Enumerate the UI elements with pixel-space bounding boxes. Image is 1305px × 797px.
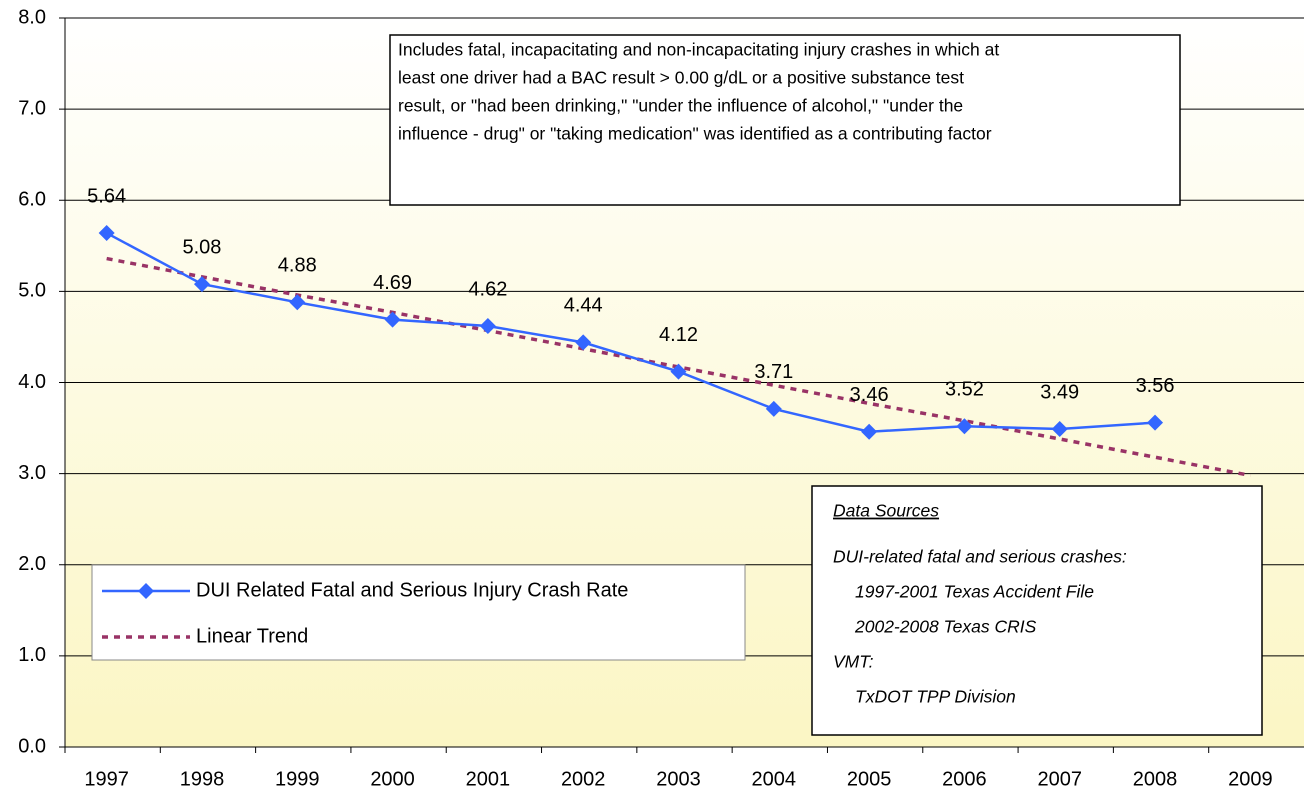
- y-tick-label: 8.0: [18, 6, 46, 28]
- sources-item: 2002-2008 Texas CRIS: [854, 617, 1037, 637]
- data-label: 4.88: [278, 255, 317, 277]
- x-tick-label: 1999: [275, 768, 320, 790]
- sources-title: Data Sources: [833, 501, 939, 521]
- x-tick-label: 2000: [370, 768, 415, 790]
- y-tick-label: 1.0: [18, 644, 46, 666]
- marker: [670, 363, 687, 380]
- x-tick-label: 2008: [1133, 768, 1178, 790]
- legend-label: Linear Trend: [196, 625, 308, 647]
- x-tick-label: 2004: [752, 768, 797, 790]
- y-tick-label: 0.0: [18, 735, 46, 757]
- data-label: 4.44: [564, 295, 603, 317]
- data-label: 5.08: [182, 236, 221, 258]
- marker: [98, 225, 115, 242]
- x-tick-label: 2003: [656, 768, 701, 790]
- sources-item: TxDOT TPP Division: [855, 687, 1016, 707]
- data-label: 4.12: [659, 324, 698, 346]
- sources-item: 1997-2001 Texas Accident File: [855, 582, 1094, 602]
- marker: [956, 418, 973, 435]
- data-label: 3.49: [1040, 381, 1079, 403]
- data-label: 4.62: [468, 278, 507, 300]
- x-tick-label: 2005: [847, 768, 892, 790]
- marker: [1147, 414, 1164, 431]
- y-tick-label: 4.0: [18, 371, 46, 393]
- y-tick-label: 7.0: [18, 97, 46, 119]
- x-tick-label: 1998: [180, 768, 225, 790]
- overlay: DUI Related Fatal and Serious Injury Cra…: [102, 40, 1127, 707]
- note-box: [389, 34, 1181, 206]
- note-line: influence - drug" or "taking medication"…: [398, 124, 992, 144]
- legend-box: [91, 564, 746, 661]
- legend-marker: [138, 583, 154, 599]
- marker: [289, 294, 306, 311]
- y-tick-label: 3.0: [18, 462, 46, 484]
- data-label: 4.69: [373, 272, 412, 294]
- note-line: Includes fatal, incapacitating and non-i…: [398, 40, 999, 60]
- note-line: result, or "had been drinking," "under t…: [398, 96, 963, 116]
- y-tick-label: 2.0: [18, 553, 46, 575]
- sources-box: [811, 485, 1263, 736]
- x-tick-label: 2009: [1228, 768, 1273, 790]
- x-tick-label: 1997: [84, 768, 129, 790]
- x-tick-label: 2007: [1037, 768, 1082, 790]
- marks: 5.64 5.08 4.88 4.69 4.62 4.44 4.12 3.71 3.46 3.52…: [87, 185, 1251, 478]
- marker: [1051, 420, 1068, 437]
- data-label: 3.46: [850, 384, 889, 406]
- marker: [765, 400, 782, 417]
- marker: [384, 311, 401, 328]
- data-label: 5.64: [87, 185, 126, 207]
- data-label: 3.52: [945, 379, 984, 401]
- y-tick-label: 5.0: [18, 280, 46, 302]
- y-tick-label: 6.0: [18, 189, 46, 211]
- series-line: [106, 231, 1156, 433]
- marker: [575, 334, 592, 351]
- legend-label: DUI Related Fatal and Serious Injury Cra…: [196, 579, 628, 601]
- sources-label: DUI-related fatal and serious crashes:: [833, 547, 1127, 567]
- data-label: 3.71: [754, 361, 793, 383]
- sources-label: VMT:: [833, 652, 874, 672]
- marker: [479, 318, 496, 335]
- x-tick-label: 2001: [466, 768, 511, 790]
- note-line: least one driver had a BAC result > 0.00…: [398, 68, 964, 88]
- x-tick-label: 2002: [561, 768, 606, 790]
- x-tick-label: 2006: [942, 768, 987, 790]
- marker: [193, 276, 210, 293]
- data-label: 3.56: [1136, 375, 1175, 397]
- marker: [861, 423, 878, 440]
